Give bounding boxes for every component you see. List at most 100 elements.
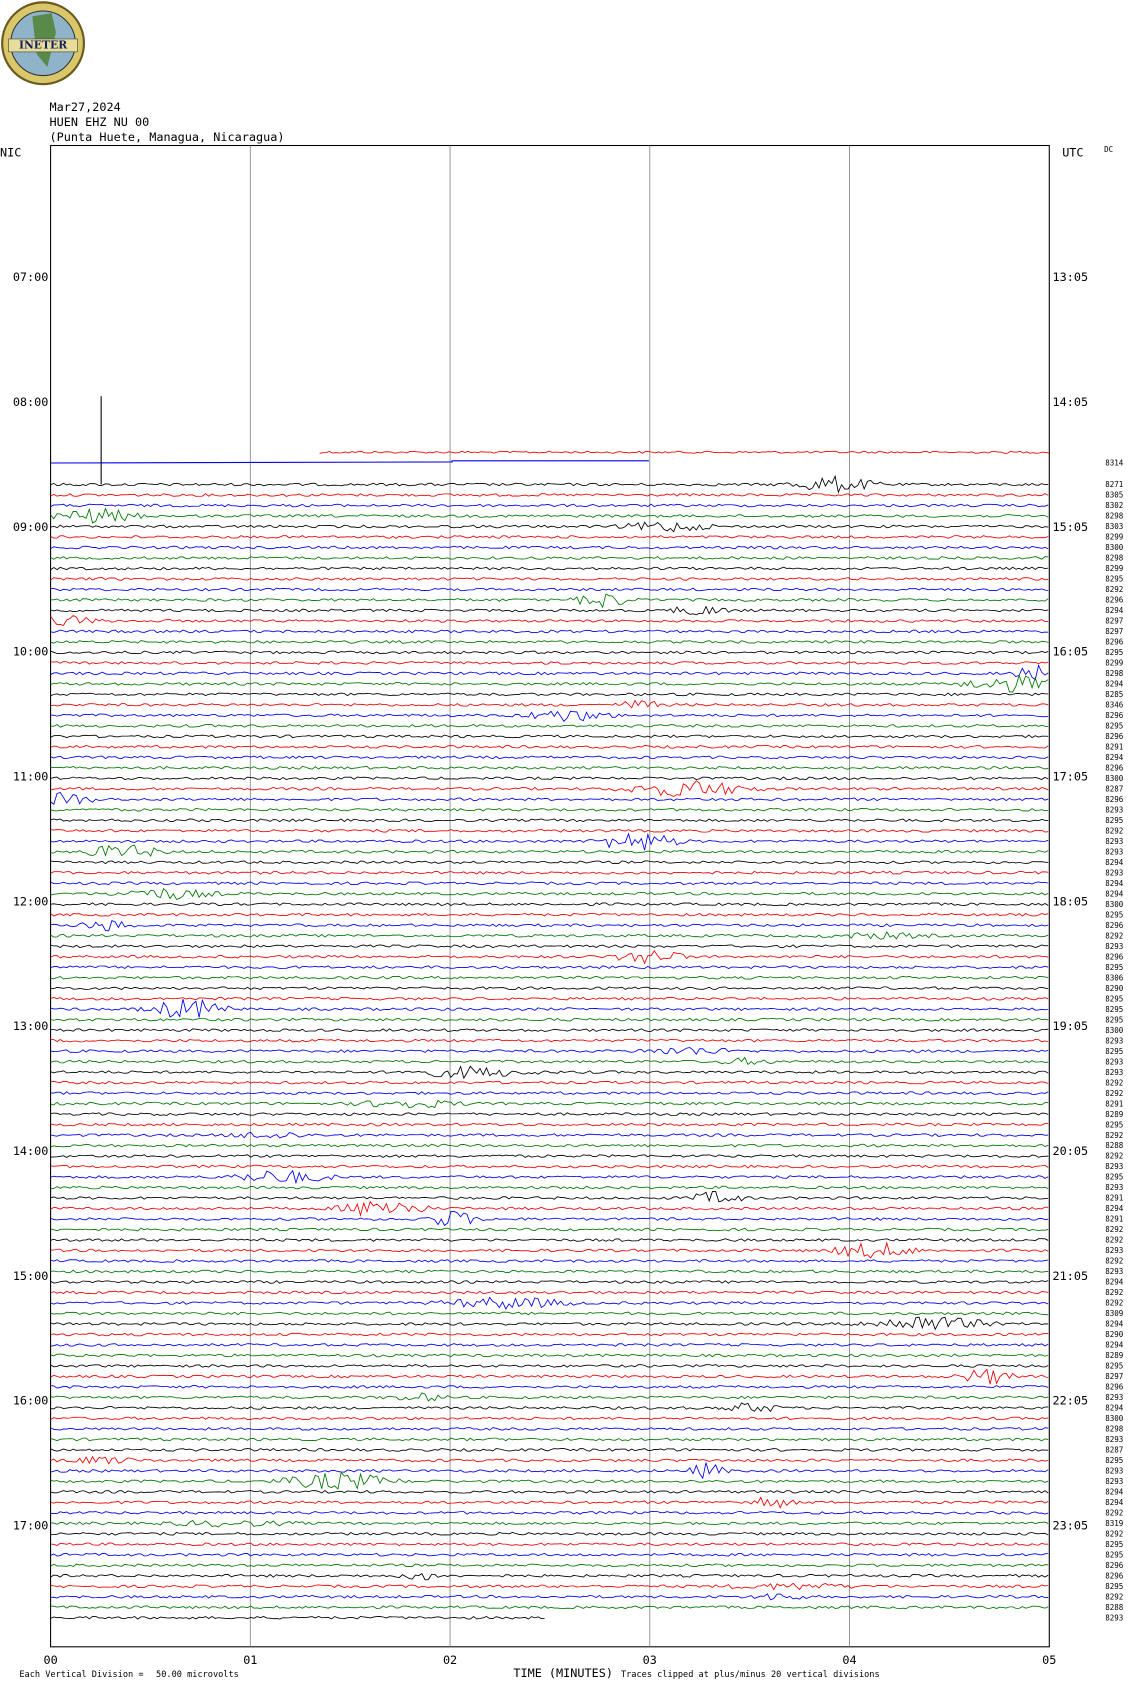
dc-value: 8296 <box>1105 952 1124 961</box>
dc-value: 8296 <box>1105 638 1124 647</box>
right-time: 15:05 <box>1053 520 1089 534</box>
dc-value: 8300 <box>1105 543 1124 552</box>
dc-value: 8290 <box>1105 984 1124 993</box>
trace <box>50 1353 1049 1358</box>
dc-value: 8295 <box>1105 994 1123 1003</box>
dc-value: 8292 <box>1105 1288 1123 1297</box>
dc-value: 8292 <box>1105 1509 1123 1518</box>
left-time: 16:00 <box>13 1394 49 1408</box>
left-time: 10:00 <box>13 645 49 659</box>
trace <box>50 1296 1049 1310</box>
trace <box>50 493 1049 497</box>
dc-value: 8296 <box>1105 795 1124 804</box>
trace <box>50 765 1049 770</box>
dc-value: 8293 <box>1105 847 1123 856</box>
left-time: 08:00 <box>13 395 49 409</box>
trace <box>50 1542 1049 1547</box>
trace <box>50 930 1049 940</box>
trace <box>50 998 1049 1018</box>
right-label: UTC <box>1062 145 1083 159</box>
dc-value: 8294 <box>1105 1404 1124 1413</box>
trace <box>50 1191 1049 1203</box>
trace <box>50 629 1049 634</box>
trace <box>50 577 1049 581</box>
dc-value: 8288 <box>1105 1141 1124 1150</box>
trace <box>50 1200 1049 1217</box>
trace <box>50 1332 1049 1337</box>
trace <box>50 844 1049 857</box>
dc-value: 8287 <box>1105 1446 1123 1455</box>
dc-value: 8294 <box>1105 680 1124 689</box>
left-time: 12:00 <box>13 894 49 908</box>
dc-value: 8271 <box>1105 480 1124 489</box>
dc-value: 8293 <box>1105 1467 1123 1476</box>
dc-value: 8292 <box>1105 931 1123 940</box>
x-title: TIME (MINUTES) <box>513 1666 613 1680</box>
trace <box>50 1017 1049 1022</box>
dc-value: 8292 <box>1105 1078 1123 1087</box>
trace <box>50 460 649 464</box>
trace <box>50 1392 1049 1402</box>
trace <box>50 1185 1049 1190</box>
dc-value: 8299 <box>1105 659 1124 668</box>
trace <box>50 1519 1049 1528</box>
right-time: 21:05 <box>1053 1269 1089 1283</box>
trace <box>50 1112 1049 1116</box>
trace <box>50 1573 1049 1581</box>
dc-value: 8295 <box>1105 1582 1123 1591</box>
dc-value: 8287 <box>1105 784 1123 793</box>
trace <box>50 1028 1049 1032</box>
dc-value: 8293 <box>1105 1393 1123 1402</box>
trace <box>50 1496 1049 1509</box>
dc-value: 8294 <box>1105 879 1124 888</box>
trace <box>50 950 1049 965</box>
trace <box>50 474 1049 494</box>
dc-value: 8297 <box>1105 627 1123 636</box>
dc-value: 8293 <box>1105 1057 1123 1066</box>
trace <box>50 1227 1049 1232</box>
dc-value: 8298 <box>1105 512 1124 521</box>
trace <box>50 699 1049 709</box>
dc-value: 8293 <box>1105 1162 1123 1171</box>
dc-value: 8295 <box>1105 1005 1123 1014</box>
dc-label: DC <box>1104 145 1113 154</box>
trace <box>50 1311 1049 1316</box>
dc-value: 8296 <box>1105 764 1124 773</box>
left-time: 11:00 <box>13 769 49 783</box>
dc-value: 8295 <box>1105 648 1123 657</box>
dc-value: 8296 <box>1105 1571 1124 1580</box>
dc-value: 8305 <box>1105 491 1123 500</box>
dc-value: 8314 <box>1105 459 1124 468</box>
dc-value: 8293 <box>1105 1477 1123 1486</box>
scale-label: Each Vertical Division = <box>19 1670 143 1680</box>
trace <box>50 1154 1049 1158</box>
dc-value: 8291 <box>1105 1194 1124 1203</box>
dc-value: 8292 <box>1105 1592 1123 1601</box>
dc-value: 8294 <box>1105 858 1124 867</box>
trace <box>50 912 1049 917</box>
dc-value: 8291 <box>1105 1215 1124 1224</box>
trace <box>50 1552 1049 1557</box>
trace <box>50 1462 1049 1480</box>
dc-value: 8293 <box>1105 837 1123 846</box>
trace <box>50 1143 1049 1148</box>
dc-value: 8299 <box>1105 564 1124 573</box>
dc-value: 8295 <box>1105 722 1123 731</box>
trace <box>50 1038 1049 1043</box>
dc-value: 8292 <box>1105 826 1123 835</box>
trace <box>50 734 1049 739</box>
dc-value: 8294 <box>1105 889 1124 898</box>
dc-value: 8294 <box>1105 1320 1124 1329</box>
trace <box>50 1316 1049 1331</box>
trace <box>50 1164 1049 1169</box>
dc-value: 8303 <box>1105 522 1123 531</box>
trace <box>50 1343 1049 1347</box>
trace <box>50 710 1049 722</box>
trace <box>50 944 1049 948</box>
right-time: 17:05 <box>1053 769 1089 783</box>
dc-value: 8295 <box>1105 963 1123 972</box>
dc-value: 8292 <box>1105 1089 1123 1098</box>
trace <box>50 1471 1049 1490</box>
dc-value: 8291 <box>1105 743 1124 752</box>
dc-value: 8293 <box>1105 1267 1123 1276</box>
